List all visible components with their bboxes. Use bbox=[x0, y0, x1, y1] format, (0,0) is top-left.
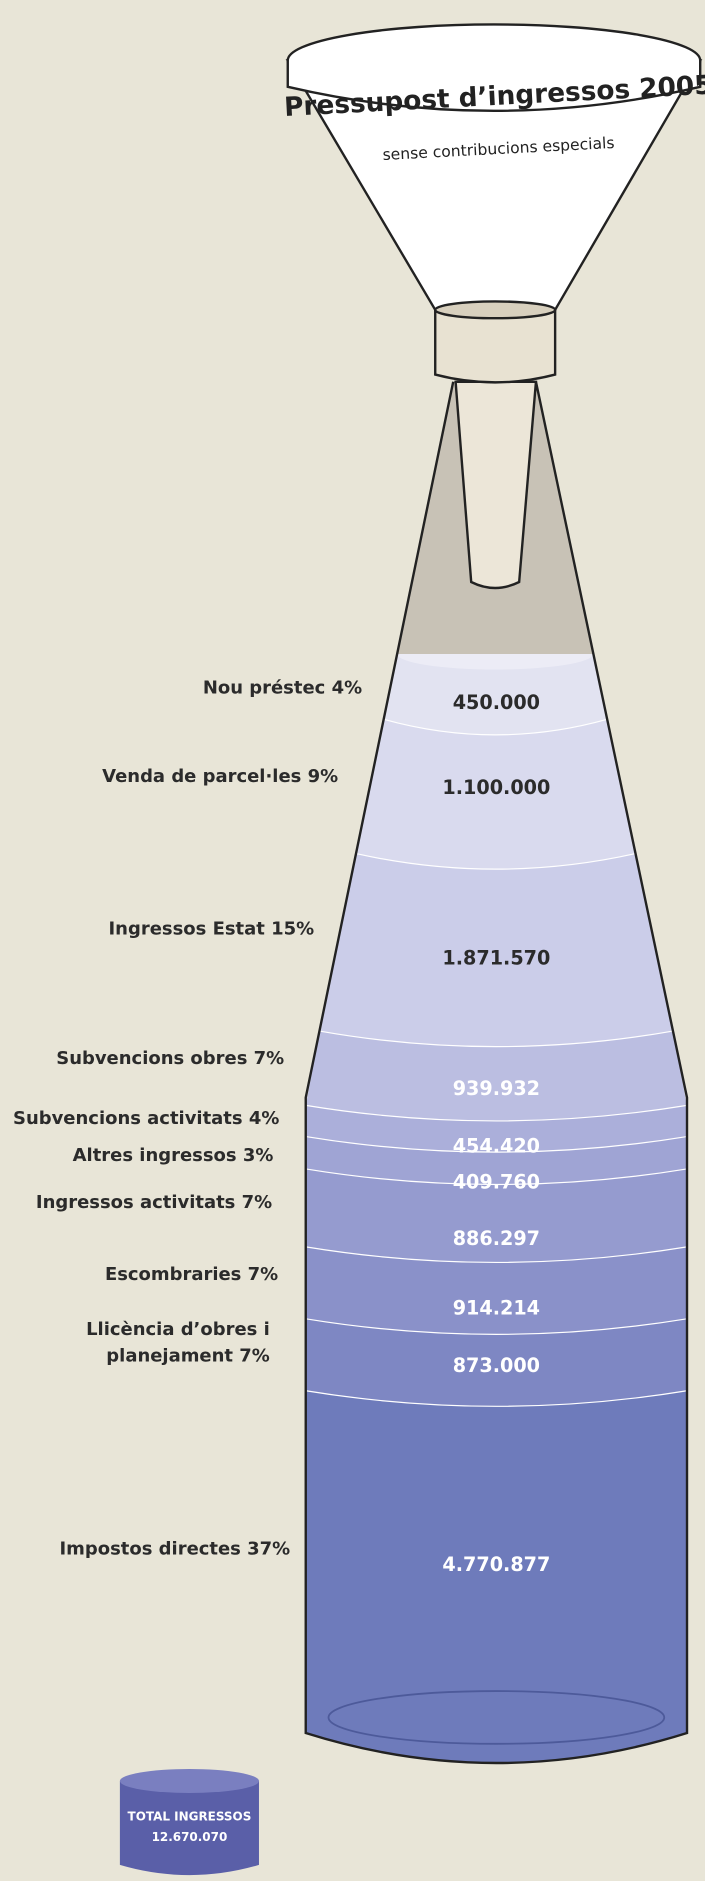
layer-label: Escombraries 7% bbox=[105, 1264, 278, 1285]
layer-label: Impostos directes 37% bbox=[59, 1538, 290, 1559]
layer bbox=[319, 854, 674, 1048]
layer-value: 409.760 bbox=[453, 1171, 540, 1194]
cylinder-body bbox=[119, 1780, 259, 1876]
layer-value: 873.000 bbox=[453, 1354, 540, 1377]
layer-label: Nou préstec 4% bbox=[203, 678, 362, 699]
cylinder-top bbox=[119, 1768, 259, 1793]
layer-label: Subvencions activitats 4% bbox=[13, 1108, 279, 1129]
layer-label: Subvencions obres 7% bbox=[56, 1048, 284, 1069]
layer-boundary bbox=[355, 853, 636, 871]
layer-label: Ingressos Estat 15% bbox=[109, 919, 315, 940]
layer-value: 886.297 bbox=[453, 1227, 540, 1250]
layer-value: 1.100.000 bbox=[442, 776, 550, 799]
container-bottom bbox=[327, 1690, 666, 1745]
layer bbox=[383, 653, 608, 736]
layer-value: 914.214 bbox=[453, 1297, 540, 1320]
layer-value: 450.000 bbox=[453, 691, 540, 714]
layer-value: 454.420 bbox=[453, 1135, 540, 1158]
layer bbox=[305, 1247, 688, 1335]
layer-boundary bbox=[319, 1030, 674, 1049]
layer bbox=[305, 1391, 688, 1763]
layer-label: Venda de parcel·les 9% bbox=[102, 766, 338, 787]
funnel-tube bbox=[454, 380, 538, 590]
layer bbox=[305, 1105, 688, 1153]
labels: Nou préstec 4% 450.000 Venda de parcel·les… bbox=[13, 678, 550, 1577]
liquid bbox=[305, 638, 688, 1763]
funnel-band bbox=[286, 60, 702, 112]
layer-label: Llicència d’obres i bbox=[86, 1319, 270, 1340]
layer-label: Altres ingressos 3% bbox=[73, 1145, 274, 1166]
layer bbox=[305, 1031, 688, 1122]
container-outline bbox=[304, 381, 689, 1765]
total-value: 12.670.070 bbox=[152, 1830, 228, 1844]
funnel-neck bbox=[434, 309, 557, 384]
layer-value: 939.932 bbox=[453, 1077, 540, 1100]
layer-label: Ingressos activitats 7% bbox=[36, 1192, 272, 1213]
total-cylinder: TOTAL INGRESSOS 12.670.070 bbox=[119, 1768, 259, 1876]
layer-value: 1.871.570 bbox=[442, 946, 550, 969]
layer-value: 4.770.877 bbox=[442, 1553, 550, 1576]
layer bbox=[305, 1169, 688, 1264]
layer bbox=[305, 1319, 688, 1407]
layer-boundary bbox=[305, 1168, 688, 1187]
total-label: TOTAL INGRESSOS bbox=[128, 1810, 252, 1824]
neck-top bbox=[434, 300, 557, 320]
layer bbox=[355, 719, 636, 870]
layer-label: planejament 7% bbox=[106, 1345, 269, 1366]
layer bbox=[305, 1137, 688, 1186]
